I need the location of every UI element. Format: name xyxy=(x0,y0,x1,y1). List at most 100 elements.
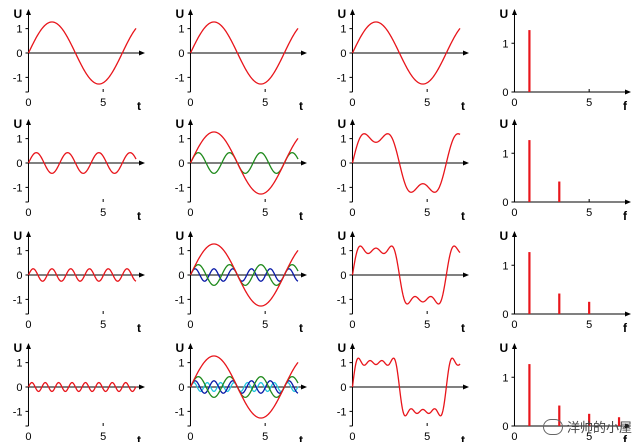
y-tick-label: -1 xyxy=(13,406,23,418)
y-axis-label: U xyxy=(499,341,508,355)
y-tick-label: 0 xyxy=(340,382,346,394)
panel-r3-last-harmonic: Ut 1 0 -1 0 5 xyxy=(13,229,145,335)
y-tick-label: 0 xyxy=(502,309,508,321)
x-axis-label: t xyxy=(299,99,303,113)
y-tick-label: 0 xyxy=(340,158,346,170)
y-tick-label: 1 xyxy=(502,148,508,160)
x-tick-label: 5 xyxy=(424,97,430,109)
y-axis-label: U xyxy=(499,7,508,21)
x-axis-arrow xyxy=(625,311,631,317)
x-tick-label: 5 xyxy=(100,319,106,331)
x-tick-label: 0 xyxy=(187,319,193,331)
y-axis-arrow xyxy=(25,343,31,349)
y-tick-label: -1 xyxy=(175,294,185,306)
x-axis-label: t xyxy=(299,321,303,335)
harmonic-1-curve xyxy=(189,21,299,85)
x-tick-label: 5 xyxy=(424,319,430,331)
y-tick-label: 0 xyxy=(178,382,184,394)
partial-sum-curve xyxy=(351,245,461,305)
x-tick-label: 0 xyxy=(511,207,517,219)
y-axis-label: U xyxy=(337,7,346,21)
y-axis-arrow xyxy=(25,9,31,15)
y-tick-label: 1 xyxy=(340,358,346,370)
y-axis-arrow xyxy=(187,9,193,15)
harmonic-3-curve xyxy=(27,152,137,174)
x-axis-label: f xyxy=(623,433,628,442)
y-axis-label: U xyxy=(337,229,346,243)
x-tick-label: 0 xyxy=(25,207,31,219)
y-axis-arrow xyxy=(511,119,517,125)
x-axis-label: t xyxy=(137,209,141,223)
y-tick-label: 0 xyxy=(16,48,22,60)
y-axis-label: U xyxy=(337,341,346,355)
x-tick-label: 0 xyxy=(187,97,193,109)
watermark: 洋帅的小屋 xyxy=(542,417,632,436)
x-axis-arrow xyxy=(463,160,469,166)
y-tick-label: 1 xyxy=(340,24,346,36)
y-axis-arrow xyxy=(187,231,193,237)
y-tick-label: -1 xyxy=(337,406,347,418)
x-axis-label: t xyxy=(461,209,465,223)
x-tick-label: 5 xyxy=(586,319,592,331)
y-axis-label: U xyxy=(175,117,184,131)
y-axis-label: U xyxy=(13,229,22,243)
y-axis-label: U xyxy=(13,341,22,355)
x-tick-label: 5 xyxy=(100,207,106,219)
partial-sum-curve xyxy=(351,133,461,193)
harmonic-5-curve xyxy=(189,268,299,282)
panel-r2-last-harmonic: Ut 1 0 -1 0 5 xyxy=(13,117,145,223)
panel-r3-spectrum: Uf 1 00 5 xyxy=(499,229,631,335)
y-tick-label: 0 xyxy=(502,197,508,209)
y-tick-label: 1 xyxy=(502,372,508,384)
x-axis-arrow xyxy=(301,272,307,278)
x-tick-label: 5 xyxy=(262,207,268,219)
x-axis-label: t xyxy=(299,209,303,223)
y-axis-label: U xyxy=(175,229,184,243)
y-axis-label: U xyxy=(499,229,508,243)
y-tick-label: -1 xyxy=(337,72,347,84)
x-axis-arrow xyxy=(139,272,145,278)
panel-r1-components: Ut 1 0 -1 0 5 xyxy=(175,7,307,113)
x-tick-label: 0 xyxy=(25,431,31,442)
panel-r3-components: Ut 1 0 -1 0 5 xyxy=(175,229,307,335)
y-axis-label: U xyxy=(13,7,22,21)
panel-r2-partial-sum: Ut 1 0 -1 0 5 xyxy=(337,117,469,223)
x-axis-arrow xyxy=(139,384,145,390)
y-axis-arrow xyxy=(25,231,31,237)
x-axis-label: t xyxy=(461,99,465,113)
y-tick-label: 1 xyxy=(178,246,184,258)
x-axis-arrow xyxy=(301,50,307,56)
harmonic-7-curve xyxy=(27,381,137,393)
x-axis-arrow xyxy=(463,384,469,390)
y-tick-label: -1 xyxy=(175,182,185,194)
y-tick-label: 1 xyxy=(502,38,508,50)
y-tick-label: 0 xyxy=(178,48,184,60)
y-tick-label: 1 xyxy=(502,260,508,272)
y-axis-arrow xyxy=(25,119,31,125)
panel-r4-last-harmonic: Ut 1 0 -1 0 5 xyxy=(13,341,145,442)
x-tick-label: 5 xyxy=(100,431,106,442)
y-tick-label: 1 xyxy=(178,134,184,146)
x-axis-arrow xyxy=(301,160,307,166)
partial-sum-curve xyxy=(351,357,461,417)
x-tick-label: 5 xyxy=(586,207,592,219)
y-tick-label: -1 xyxy=(13,182,23,194)
x-tick-label: 5 xyxy=(424,207,430,219)
y-axis-arrow xyxy=(511,9,517,15)
y-axis-arrow xyxy=(511,343,517,349)
x-axis-arrow xyxy=(625,423,631,429)
x-tick-label: 0 xyxy=(511,431,517,442)
x-tick-label: 0 xyxy=(349,319,355,331)
x-axis-label: f xyxy=(623,209,628,223)
x-tick-label: 0 xyxy=(349,97,355,109)
y-tick-label: 0 xyxy=(340,270,346,282)
panel-r4-partial-sum: Ut 1 0 -1 0 5 xyxy=(337,341,469,442)
y-tick-label: 1 xyxy=(340,246,346,258)
chat-bubble-icon xyxy=(542,418,563,435)
y-tick-label: -1 xyxy=(175,72,185,84)
x-tick-label: 0 xyxy=(187,431,193,442)
x-tick-label: 5 xyxy=(100,97,106,109)
x-axis-label: t xyxy=(299,433,303,442)
y-tick-label: 0 xyxy=(502,421,508,433)
